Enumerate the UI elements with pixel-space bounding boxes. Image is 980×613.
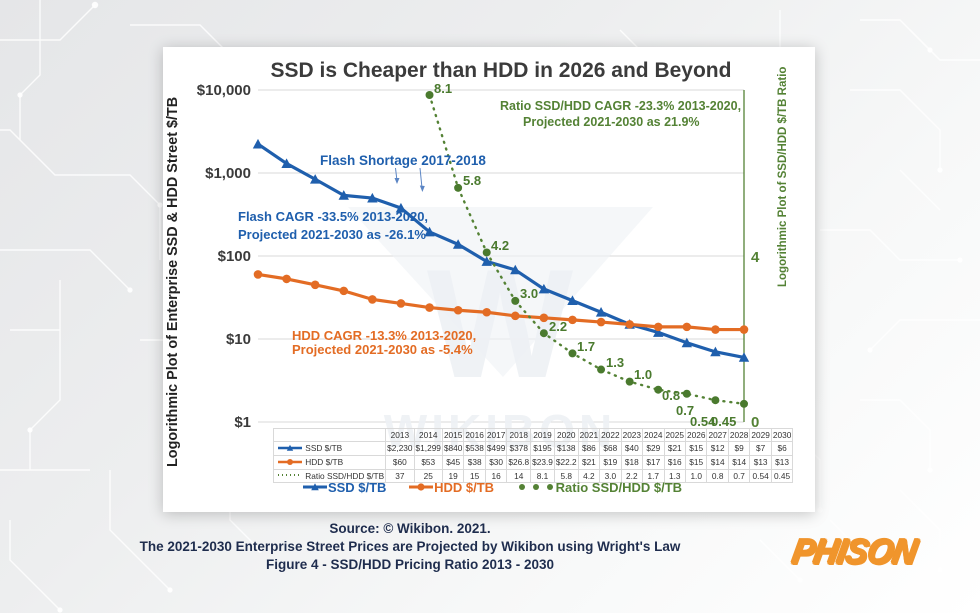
svg-text:Logorithmic Plot of SSD/HDD $/: Logorithmic Plot of SSD/HDD $/TB Ratio [777, 67, 789, 287]
svg-text:$1,000: $1,000 [205, 165, 251, 182]
svg-text:2.2: 2.2 [549, 319, 567, 334]
svg-text:Projected 2021-2030 as -26.1%: Projected 2021-2030 as -26.1% [238, 227, 426, 242]
svg-text:$1: $1 [234, 414, 251, 431]
svg-text:0.8: 0.8 [662, 388, 680, 403]
svg-text:Ratio SSD/HDD CAGR -23.3% 2013: Ratio SSD/HDD CAGR -23.3% 2013-2020, [500, 99, 741, 113]
svg-text:3.0: 3.0 [520, 286, 538, 301]
svg-text:4: 4 [751, 249, 760, 266]
svg-text:Flash Shortage 2017-2018: Flash Shortage 2017-2018 [320, 153, 486, 168]
svg-text:Flash CAGR -33.5% 2013-2020,: Flash CAGR -33.5% 2013-2020, [238, 209, 428, 224]
svg-text:1.7: 1.7 [577, 339, 595, 354]
svg-text:1.0: 1.0 [634, 367, 652, 382]
svg-text:1.3: 1.3 [606, 355, 624, 370]
svg-text:SSD is Cheaper than HDD in 202: SSD is Cheaper than HDD in 2026 and Beyo… [271, 59, 732, 82]
svg-text:8.1: 8.1 [434, 81, 452, 96]
svg-text:$100: $100 [218, 248, 251, 265]
svg-text:Logorithmic Plot of Enterprise: Logorithmic Plot of Enterprise SSD & HDD… [165, 97, 181, 467]
svg-text:HDD CAGR -13.3% 2013-2020,: HDD CAGR -13.3% 2013-2020, [292, 328, 476, 343]
svg-text:4.2: 4.2 [491, 238, 509, 253]
svg-text:0.45: 0.45 [711, 414, 736, 429]
svg-text:Projected 2021-2030 as -5.4%: Projected 2021-2030 as -5.4% [292, 342, 473, 357]
svg-text:Projected 2021-2030 as 21.9%: Projected 2021-2030 as 21.9% [523, 115, 700, 129]
svg-text:5.8: 5.8 [463, 173, 481, 188]
svg-text:$10,000: $10,000 [197, 82, 251, 99]
svg-text:$10: $10 [226, 331, 251, 348]
